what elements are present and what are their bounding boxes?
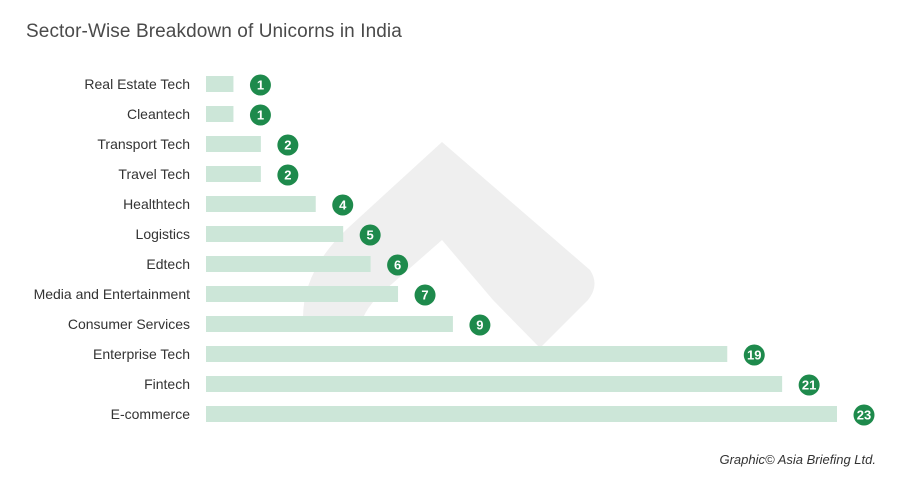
bar-row: Media and Entertainment 7 (34, 284, 436, 306)
category-label: Transport Tech (97, 136, 190, 152)
category-label: Real Estate Tech (84, 76, 190, 92)
bar (206, 106, 234, 122)
value-badge (277, 164, 299, 186)
category-label: Media and Entertainment (34, 286, 191, 302)
category-label: Enterprise Tech (93, 346, 190, 362)
category-label: Fintech (144, 376, 190, 392)
value-label: 1 (257, 108, 264, 123)
bar (206, 286, 399, 302)
bar (206, 226, 344, 242)
value-badge (277, 134, 299, 156)
value-label: 19 (747, 348, 761, 363)
value-badge (387, 254, 409, 276)
bar-row: Logistics 5 (136, 224, 381, 246)
graphic-credit: Graphic© Asia Briefing Ltd. (719, 452, 876, 467)
bar-row: Transport Tech 2 (97, 134, 299, 156)
bar (206, 376, 783, 392)
category-label: Edtech (146, 256, 190, 272)
bar-row: Consumer Services 9 (68, 314, 491, 336)
category-label: Cleantech (127, 106, 190, 122)
bar (206, 316, 453, 332)
value-label: 2 (284, 168, 291, 183)
value-label: 23 (857, 408, 871, 423)
value-label: 4 (339, 198, 347, 213)
bar (206, 346, 728, 362)
value-badge (332, 194, 354, 216)
value-badge (469, 314, 491, 336)
value-label: 7 (421, 288, 428, 303)
bar (206, 406, 837, 422)
bar-row: Travel Tech 2 (118, 164, 299, 186)
value-badge (853, 404, 875, 426)
bar (206, 166, 261, 182)
value-label: 5 (367, 228, 374, 243)
value-badge (743, 344, 765, 366)
category-label: Healthtech (123, 196, 190, 212)
category-label: Travel Tech (118, 166, 190, 182)
bar-row: Enterprise Tech 19 (93, 344, 765, 366)
bar (206, 196, 316, 212)
value-label: 9 (476, 318, 483, 333)
bar (206, 76, 234, 92)
value-label: 6 (394, 258, 401, 273)
value-label: 2 (284, 138, 291, 153)
value-badge (249, 104, 271, 126)
bar (206, 256, 371, 272)
bar (206, 136, 261, 152)
bars-layer: Real Estate Tech 1 Cleantech 1 Transport Tec… (34, 74, 875, 426)
bar-row: E-commerce 23 (111, 404, 875, 426)
chart-title: Sector-Wise Breakdown of Unicorns in Ind… (26, 21, 402, 42)
value-label: 1 (257, 78, 264, 93)
category-label: Logistics (136, 226, 190, 242)
category-label: E-commerce (111, 406, 191, 422)
bar-row: Edtech 6 (146, 254, 409, 276)
bar-row: Cleantech 1 (127, 104, 271, 126)
category-label: Consumer Services (68, 316, 190, 332)
bar-row: Healthtech 4 (123, 194, 354, 216)
value-badge (798, 374, 820, 396)
value-badge (414, 284, 436, 306)
value-label: 21 (802, 378, 816, 393)
value-badge (359, 224, 381, 246)
bar-row: Fintech 21 (144, 374, 820, 396)
bar-row: Real Estate Tech 1 (84, 74, 271, 96)
value-badge (249, 74, 271, 96)
